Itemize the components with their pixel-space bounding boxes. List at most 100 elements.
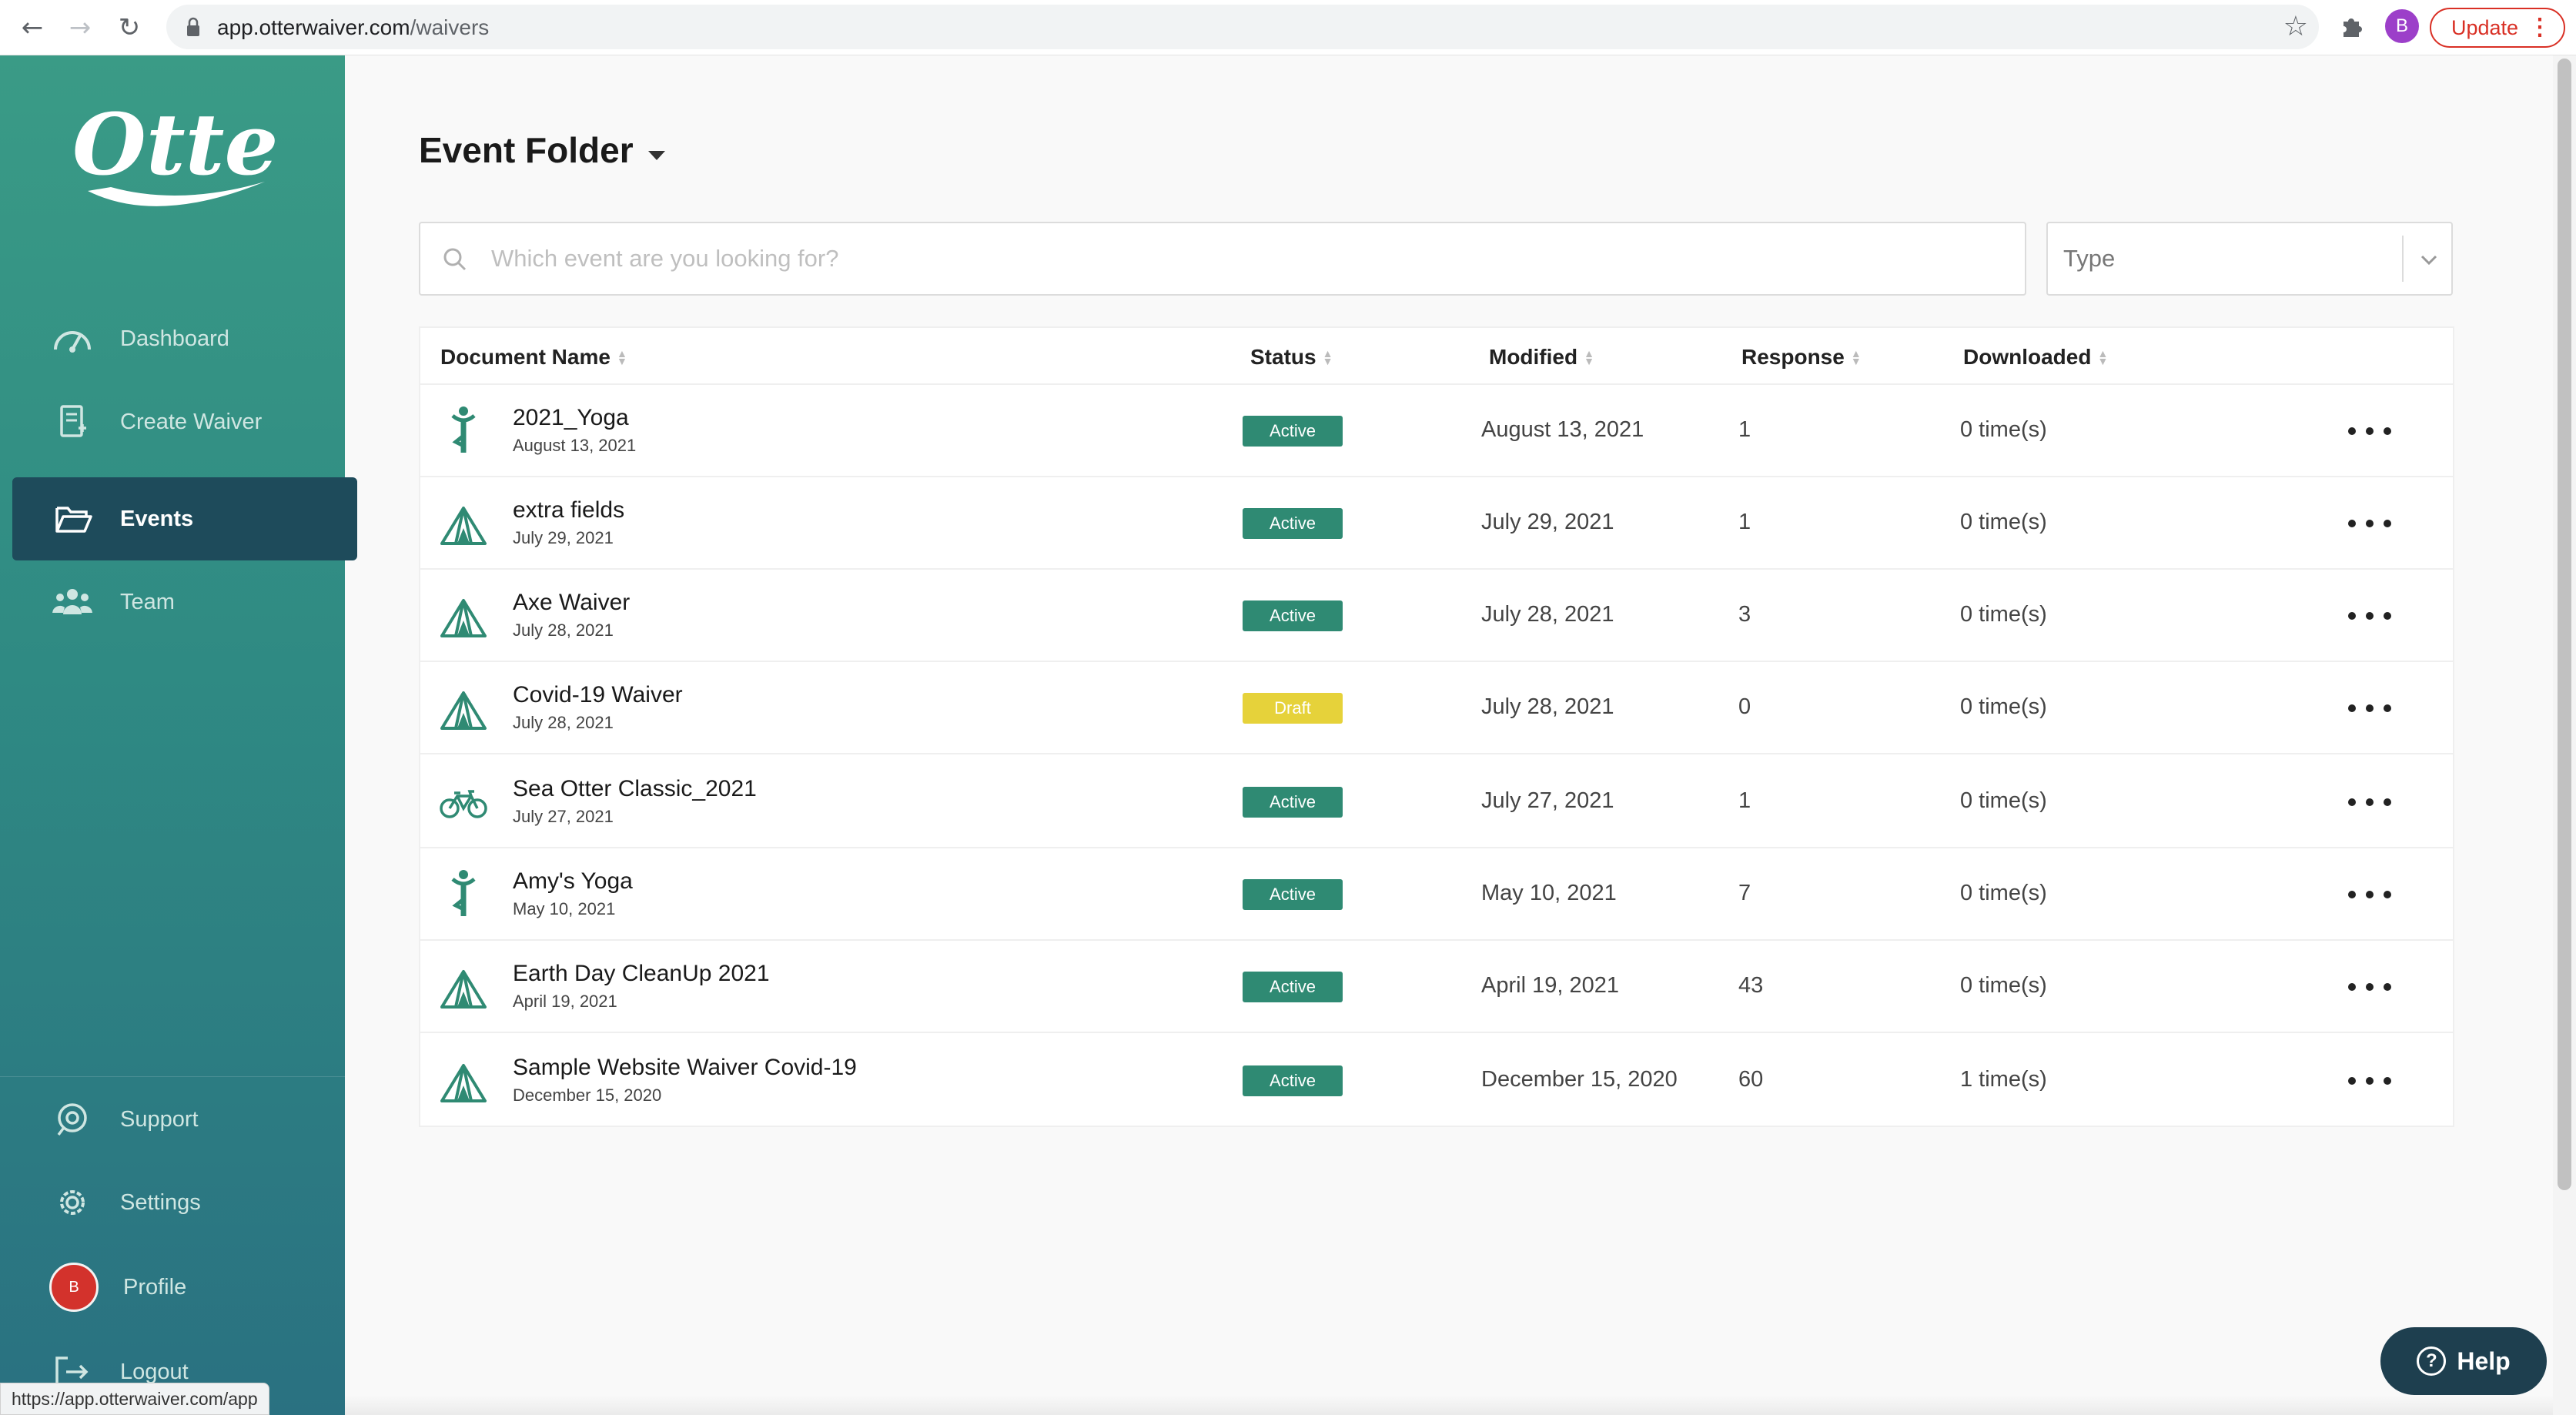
yoga-icon (451, 870, 476, 916)
tent-icon (440, 691, 487, 730)
main-content: Event Folder Type Document Name▲▼ Status… (345, 55, 2553, 1415)
column-header-status[interactable]: Status ▲ ▼ (1250, 345, 1333, 370)
document-name[interactable]: Covid-19 Waiver (513, 682, 683, 708)
table-row[interactable]: Sample Website Waiver Covid-19 December … (420, 1035, 2453, 1127)
search-field[interactable] (419, 222, 2026, 296)
document-name[interactable]: Axe Waiver (513, 590, 631, 615)
column-header-label: Downloaded (1963, 345, 2092, 369)
more-actions-icon[interactable] (2348, 787, 2391, 818)
document-name[interactable]: Sample Website Waiver Covid-19 (513, 1055, 857, 1080)
table-row[interactable]: Axe Waiver July 28, 2021 Active July 28,… (420, 570, 2453, 662)
address-bar[interactable]: app.otterwaiver.com/waivers ☆ (166, 5, 2319, 49)
modified-date: July 28, 2021 (1481, 602, 1614, 627)
sidebar-item-support[interactable]: Support (12, 1078, 357, 1161)
bicycle-icon (440, 790, 487, 818)
modified-date: July 29, 2021 (1481, 510, 1614, 534)
tent-icon (440, 599, 487, 637)
table-row[interactable]: Sea Otter Classic_2021 July 27, 2021 Act… (420, 756, 2453, 848)
modified-date: April 19, 2021 (1481, 973, 1619, 998)
speedometer-icon (54, 331, 91, 353)
extensions-puzzle-icon[interactable] (2337, 11, 2368, 42)
table-row[interactable]: 2021_Yoga August 13, 2021 Active August … (420, 385, 2453, 477)
document-date: May 10, 2021 (513, 899, 616, 918)
more-actions-icon[interactable] (2348, 600, 2391, 631)
status-badge: Active (1243, 1065, 1343, 1096)
scrollbar-thumb[interactable] (2558, 59, 2571, 1190)
folder-open-icon (55, 507, 92, 533)
response-count: 7 (1738, 881, 1751, 905)
sidebar: Otter Dashboard Create Waiver Events (0, 55, 357, 1415)
sidebar-item-settings[interactable]: Settings (12, 1161, 357, 1244)
modified-date: December 15, 2020 (1481, 1067, 1678, 1092)
sidebar-item-profile[interactable]: B Profile (12, 1246, 357, 1329)
page-title: Event Folder (419, 130, 634, 170)
response-count: 60 (1738, 1067, 1764, 1092)
table-row[interactable]: Amy's Yoga May 10, 2021 Active May 10, 2… (420, 848, 2453, 941)
document-date: July 29, 2021 (513, 528, 614, 547)
search-input[interactable] (491, 239, 1954, 279)
more-actions-icon[interactable] (2348, 879, 2391, 910)
document-name[interactable]: 2021_Yoga (513, 405, 629, 430)
more-actions-icon[interactable] (2348, 972, 2391, 1002)
table-row[interactable]: extra fields July 29, 2021 Active July 2… (420, 477, 2453, 570)
sidebar-item-label: Support (120, 1106, 199, 1132)
more-vertical-icon: ⋮ (2528, 15, 2551, 40)
response-count: 43 (1738, 973, 1764, 998)
help-label: Help (2457, 1346, 2511, 1375)
document-name[interactable]: extra fields (513, 497, 625, 523)
status-bar-url: https://app.otterwaiver.com/app (0, 1383, 269, 1415)
download-count: 0 time(s) (1960, 694, 2047, 719)
gear-icon (60, 1190, 85, 1215)
more-actions-icon[interactable] (2348, 693, 2391, 724)
forward-icon[interactable]: → (69, 12, 92, 43)
table-row[interactable]: Earth Day CleanUp 2021 April 19, 2021 Ac… (420, 941, 2453, 1033)
column-header-document-name[interactable]: Document Name ▲ ▼ (440, 345, 627, 370)
document-plus-icon (60, 405, 86, 437)
column-header-modified[interactable]: Modified ▲ ▼ (1489, 345, 1594, 370)
column-header-label: Response (1741, 345, 1845, 369)
sidebar-item-dashboard[interactable]: Dashboard (12, 297, 357, 380)
document-date: July 27, 2021 (513, 807, 614, 826)
modified-date: August 13, 2021 (1481, 417, 1644, 442)
browser-profile-avatar[interactable]: B (2385, 9, 2419, 43)
download-count: 1 time(s) (1960, 1067, 2047, 1092)
table-row[interactable]: Covid-19 Waiver July 28, 2021 Draft July… (420, 662, 2453, 754)
document-name[interactable]: Amy's Yoga (513, 868, 633, 894)
type-select[interactable]: Type (2046, 222, 2453, 296)
more-actions-icon[interactable] (2348, 416, 2391, 447)
sidebar-item-team[interactable]: Team (12, 560, 357, 644)
status-badge: Active (1243, 508, 1343, 539)
sidebar-item-label: Logout (120, 1359, 189, 1384)
reload-icon[interactable]: ↻ (118, 12, 141, 43)
sidebar-item-label: Team (120, 589, 175, 614)
sort-icon: ▲ ▼ (2097, 347, 2109, 367)
sidebar-item-create-waiver[interactable]: Create Waiver (12, 380, 357, 463)
help-button[interactable]: ? Help (2380, 1327, 2547, 1395)
document-name[interactable]: Earth Day CleanUp 2021 (513, 961, 770, 986)
events-table: Document Name ▲ ▼ Status ▲ ▼ Modified ▲ ▼ Resp… (419, 326, 2454, 1127)
sidebar-item-label: Create Waiver (120, 409, 263, 434)
folder-dropdown-caret-icon[interactable] (648, 151, 665, 160)
table-header-divider (420, 383, 2453, 385)
column-header-response[interactable]: Response ▲ ▼ (1741, 345, 1862, 370)
download-count: 0 time(s) (1960, 881, 2047, 905)
otter-logo[interactable]: Otter (65, 91, 280, 222)
search-icon (443, 248, 467, 271)
yoga-icon (451, 406, 476, 453)
more-actions-icon[interactable] (2348, 508, 2391, 539)
bookmark-star-icon[interactable]: ☆ (2283, 11, 2308, 42)
more-actions-icon[interactable] (2348, 1065, 2391, 1096)
update-label: Update (2451, 15, 2519, 39)
status-badge: Active (1243, 600, 1343, 631)
response-count: 0 (1738, 694, 1751, 719)
back-icon[interactable]: ← (21, 12, 44, 43)
document-name[interactable]: Sea Otter Classic_2021 (513, 776, 757, 801)
browser-update-button[interactable]: Update ⋮ (2430, 8, 2565, 48)
column-header-downloaded[interactable]: Downloaded ▲ ▼ (1963, 345, 2109, 370)
sidebar-item-events[interactable]: Events (12, 477, 357, 560)
modified-date: July 27, 2021 (1481, 788, 1614, 813)
sidebar-item-label: Dashboard (120, 326, 229, 351)
page-scrollbar[interactable] (2553, 55, 2576, 1415)
response-count: 1 (1738, 788, 1751, 813)
download-count: 0 time(s) (1960, 788, 2047, 813)
